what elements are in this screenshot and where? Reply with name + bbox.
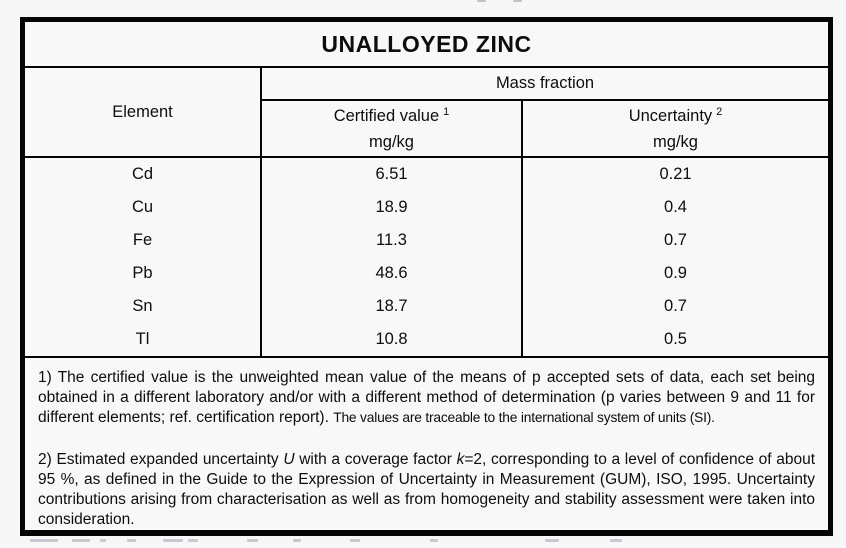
sub-header-row: Certified value 1 mg/kg Uncertainty 2 mg… bbox=[262, 101, 828, 156]
footnote-1-traceability-note: The values are traceable to the internat… bbox=[333, 410, 715, 425]
cell-uncertainty: 0.5 bbox=[664, 330, 687, 348]
cell-certified-value: 18.7 bbox=[262, 290, 523, 323]
cropped-text-remnant-bottom bbox=[72, 539, 90, 542]
column-header-mass-fraction: Mass fraction bbox=[262, 68, 828, 101]
table-row: Pb 48.6 0.9 bbox=[25, 257, 828, 290]
cropped-text-remnant-bottom bbox=[545, 539, 559, 542]
footnotes-section: 1) The certified value is the unweighted… bbox=[25, 358, 828, 530]
cell-certified-value: 18.9 bbox=[262, 191, 523, 224]
header-mass-fraction-group: Mass fraction Certified value 1 mg/kg Un… bbox=[262, 68, 828, 156]
cell-certified-value: 6.51 bbox=[262, 158, 523, 191]
footnote-1-text: 1) The certified value is the unweighted… bbox=[38, 369, 815, 426]
column-header-element: Element bbox=[25, 68, 262, 156]
footnote-2-text-1: 2) Estimated expanded uncertainty bbox=[38, 451, 284, 468]
column-header-uncertainty: Uncertainty 2 mg/kg bbox=[523, 101, 828, 156]
cell-element: Cd bbox=[25, 158, 262, 191]
cell-element: Tl bbox=[25, 323, 262, 356]
cell-certified-value: 11.3 bbox=[262, 224, 523, 257]
symbol-k: k bbox=[456, 451, 465, 468]
cell-uncertainty: 0.21 bbox=[659, 165, 692, 183]
footnote-ref-2: 2 bbox=[716, 105, 723, 118]
cropped-text-remnant-bottom bbox=[430, 539, 438, 542]
symbol-U: U bbox=[283, 451, 295, 468]
table-body: Cd 6.51 0.21 Cu 18.9 0.4 Fe 11.3 0.7 Pb … bbox=[25, 158, 828, 358]
table-row: Sn 18.7 0.7 bbox=[25, 290, 828, 323]
footnote-ref-1: 1 bbox=[443, 105, 450, 118]
cropped-text-remnant-bottom bbox=[293, 539, 301, 542]
cropped-text-remnant-bottom bbox=[350, 539, 360, 542]
uncertainty-label-line: Uncertainty 2 bbox=[629, 104, 723, 130]
footnote-2: 2) Estimated expanded uncertainty U with… bbox=[38, 450, 815, 530]
cell-certified-value: 10.8 bbox=[262, 323, 523, 356]
cell-uncertainty: 0.7 bbox=[664, 231, 687, 249]
cell-uncertainty: 0.7 bbox=[664, 297, 687, 315]
cropped-text-remnant-bottom bbox=[610, 539, 622, 542]
certificate-table: UNALLOYED ZINC Element Mass fraction Cer… bbox=[20, 17, 833, 536]
certified-value-label-line: Certified value 1 bbox=[334, 104, 450, 130]
table-header: Element Mass fraction Certified value 1 … bbox=[25, 68, 828, 158]
cropped-text-remnant-bottom bbox=[30, 539, 58, 542]
certified-value-unit: mg/kg bbox=[369, 132, 414, 151]
cropped-text-remnant-bottom bbox=[127, 539, 136, 542]
cropped-text-remnant-top bbox=[513, 0, 522, 2]
uncertainty-unit: mg/kg bbox=[653, 132, 698, 151]
cropped-text-remnant-bottom bbox=[247, 539, 258, 542]
cell-uncertainty: 0.4 bbox=[664, 198, 687, 216]
table-row: Cu 18.9 0.4 bbox=[25, 191, 828, 224]
column-header-certified-value: Certified value 1 mg/kg bbox=[262, 101, 523, 156]
cropped-text-remnant-bottom bbox=[100, 539, 106, 542]
table-row: Fe 11.3 0.7 bbox=[25, 224, 828, 257]
cropped-text-remnant-bottom bbox=[163, 539, 183, 542]
certified-value-label: Certified value bbox=[333, 106, 440, 125]
cell-element: Fe bbox=[25, 224, 262, 257]
cell-element: Sn bbox=[25, 290, 262, 323]
footnote-1: 1) The certified value is the unweighted… bbox=[38, 368, 815, 428]
cell-element: Pb bbox=[25, 257, 262, 290]
table-row: Cd 6.51 0.21 bbox=[25, 158, 828, 191]
table-row: Tl 10.8 0.5 bbox=[25, 323, 828, 356]
cropped-text-remnant-bottom bbox=[188, 539, 198, 542]
cell-element: Cu bbox=[25, 191, 262, 224]
cell-certified-value: 48.6 bbox=[262, 257, 523, 290]
footnote-2-text-2: with a coverage factor bbox=[294, 451, 457, 468]
uncertainty-label: Uncertainty bbox=[628, 106, 713, 125]
footnote-2-text-3: =2, corresponding to a level of confiden… bbox=[38, 451, 815, 528]
table-title: UNALLOYED ZINC bbox=[25, 22, 828, 68]
cropped-text-remnant-top bbox=[477, 0, 486, 2]
cell-uncertainty: 0.9 bbox=[664, 264, 687, 282]
